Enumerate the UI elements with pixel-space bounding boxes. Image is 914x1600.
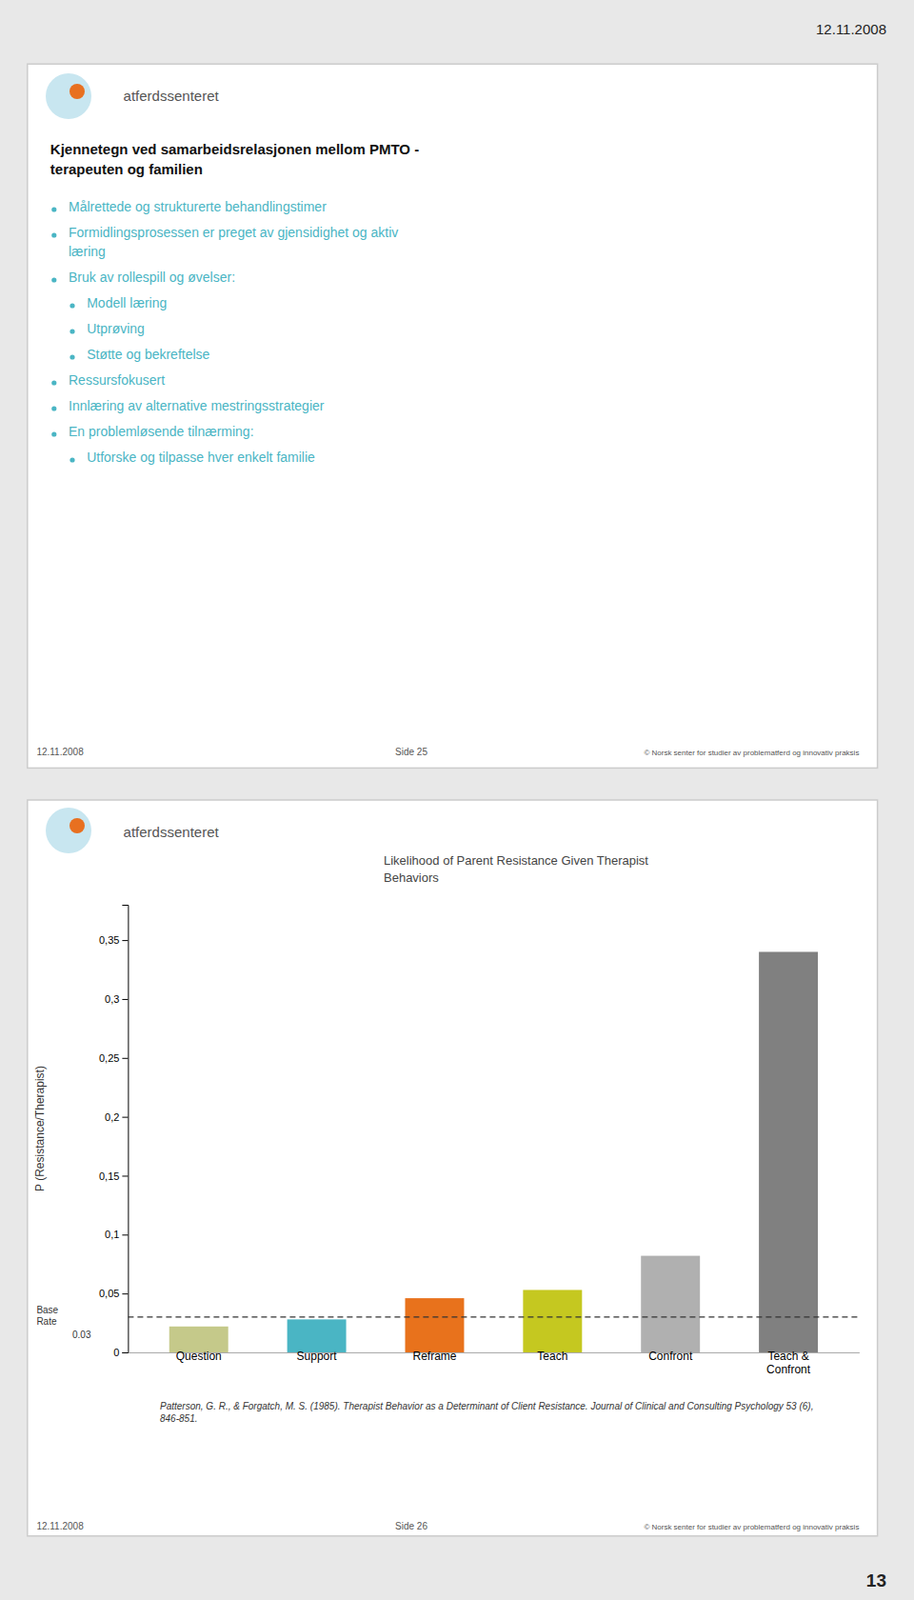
bar	[169, 1326, 229, 1352]
footer-right: © Norsk senter for studier av problematf…	[643, 748, 859, 757]
x-axis-line	[128, 1351, 860, 1353]
x-axis: Question Support Reframe Teach Confront Teach…	[128, 1349, 860, 1376]
y-tick: 0,1	[104, 1228, 128, 1240]
y-tick-label: 0,25	[99, 1052, 120, 1064]
x-tick: Teach &Confront	[766, 1349, 812, 1376]
logo	[45, 807, 92, 854]
bullet-text: Utprøving	[86, 320, 145, 337]
page-date: 12.11.2008	[815, 20, 887, 38]
slide-2: atferdssenteret Likelihood of Parent Resi…	[27, 799, 878, 1536]
y-tick: 0,3	[104, 993, 128, 1005]
y-axis-title: P (Resistance/Therapist)	[33, 1065, 47, 1192]
y-tick: 0,35	[99, 933, 128, 946]
bullet-text: Innlæring av alternative mestringsstrate…	[68, 397, 325, 414]
y-tick-mark	[121, 1292, 128, 1294]
y-tick-mark	[121, 998, 128, 1000]
citation: Patterson, G. R., & Forgatch, M. S. (198…	[159, 1400, 816, 1424]
logo	[45, 73, 92, 120]
slide-1-box	[27, 63, 878, 768]
logo-circle	[45, 807, 92, 854]
y-tick-mark	[121, 1351, 128, 1353]
bullet-text: En problemløsende tilnærming:	[68, 423, 255, 439]
bullet-dot	[51, 232, 57, 238]
y-tick-label: 0,2	[104, 1111, 120, 1123]
logo-text: atferdssenteret	[123, 823, 220, 840]
y-tick-mark	[121, 1174, 128, 1176]
bar	[640, 1255, 700, 1352]
page: 12.11.2008 13 atferdssenteret Kjennetegn ve…	[0, 0, 914, 1600]
reference-value-label: 0.03	[72, 1329, 92, 1340]
bar	[287, 1318, 347, 1352]
x-tick: Confront	[648, 1349, 694, 1363]
reference-label: BaseRate	[36, 1304, 59, 1327]
y-tick-label: 0,1	[104, 1228, 120, 1240]
y-tick: 0,15	[99, 1169, 128, 1181]
y-tick-label: 0,35	[99, 933, 120, 946]
bullet-dot	[51, 277, 57, 282]
bullet-text: Støtte og bekreftelse	[86, 346, 210, 362]
page-number: 13	[866, 1569, 887, 1590]
x-tick-label: Support	[297, 1349, 338, 1363]
y-tick-mark	[121, 1233, 128, 1235]
bullet-dot	[51, 431, 57, 437]
x-tick-label: Question	[176, 1349, 222, 1363]
logo-text: atferdssenteret	[123, 87, 220, 104]
bullet-text: læring	[68, 243, 106, 259]
y-tick: 0,2	[104, 1111, 128, 1123]
bullet-dot	[51, 206, 57, 212]
x-tick: Teach	[536, 1349, 568, 1363]
plot: 0 0,05 0,1 0,15 0,2 0,25 0,3 0,35 Question Suppor…	[99, 905, 860, 1376]
x-tick-label: Reframe	[412, 1349, 457, 1363]
bullet-text: Ressursfokusert	[68, 372, 165, 388]
x-tick: Question	[176, 1349, 222, 1363]
slide-2-box	[27, 799, 878, 1536]
y-tick-mark	[121, 1057, 128, 1059]
y-tick-label: 0,15	[99, 1169, 120, 1181]
logo-dot	[69, 83, 85, 100]
x-tick-label: Teach	[536, 1349, 568, 1363]
footer-center: Side 26	[395, 1520, 428, 1531]
y-tick-mark	[121, 939, 128, 941]
bar	[758, 951, 818, 1352]
footer-center: Side 25	[395, 746, 428, 757]
bar	[522, 1289, 582, 1352]
bullet-dot	[51, 405, 57, 411]
y-tick: 0,25	[99, 1052, 128, 1064]
y-tick: 0,05	[99, 1287, 128, 1299]
logo-dot	[69, 817, 85, 834]
footer-right: © Norsk senter for studier av problematf…	[643, 1522, 859, 1531]
footer-left: 12.11.2008	[36, 746, 84, 757]
bullet-dot	[69, 302, 75, 308]
x-tick: Reframe	[412, 1349, 457, 1363]
bullet-text: Utforske og tilpasse hver enkelt familie	[86, 449, 316, 465]
bar	[404, 1297, 464, 1352]
bullet-text: Bruk av rollespill og øvelser:	[68, 269, 236, 285]
slide-title: Kjennetegn ved samarbeidsrelasjonen mell…	[50, 140, 419, 158]
bullet-text: Modell læring	[86, 295, 167, 311]
marks	[127, 951, 859, 1352]
bullet-dot	[69, 328, 75, 334]
y-tick-mark	[121, 1116, 128, 1118]
y-axis-line	[121, 905, 129, 1353]
y-axis: 0 0,05 0,1 0,15 0,2 0,25 0,3 0,35	[99, 905, 129, 1359]
y-tick-label: 0	[113, 1346, 120, 1358]
bullet-dot	[51, 379, 57, 385]
x-tick-label: Confront	[648, 1349, 694, 1363]
y-tick-label: 0,3	[104, 993, 120, 1005]
chart-title: Likelihood of Parent Resistance Given Th…	[383, 853, 649, 868]
chart-title: Behaviors	[383, 870, 439, 885]
slide-1: atferdssenteret Kjennetegn ved samarbeids…	[27, 63, 878, 768]
footer-left: 12.11.2008	[36, 1520, 84, 1531]
bullet-dot	[69, 457, 75, 462]
y-tick: 0	[113, 1346, 128, 1358]
x-tick: Support	[297, 1349, 338, 1363]
bullet-text: Formidlingsprosessen er preget av gjensi…	[68, 224, 398, 240]
bullet-text: Målrettede og strukturerte behandlingsti…	[68, 198, 327, 215]
bullet-dot	[69, 354, 75, 359]
logo-circle	[45, 73, 92, 120]
x-tick-label: Teach &Confront	[766, 1349, 812, 1376]
y-tick-label: 0,05	[99, 1287, 120, 1299]
reference-line	[127, 1315, 859, 1317]
slide-title: terapeuten og familien	[50, 160, 203, 178]
